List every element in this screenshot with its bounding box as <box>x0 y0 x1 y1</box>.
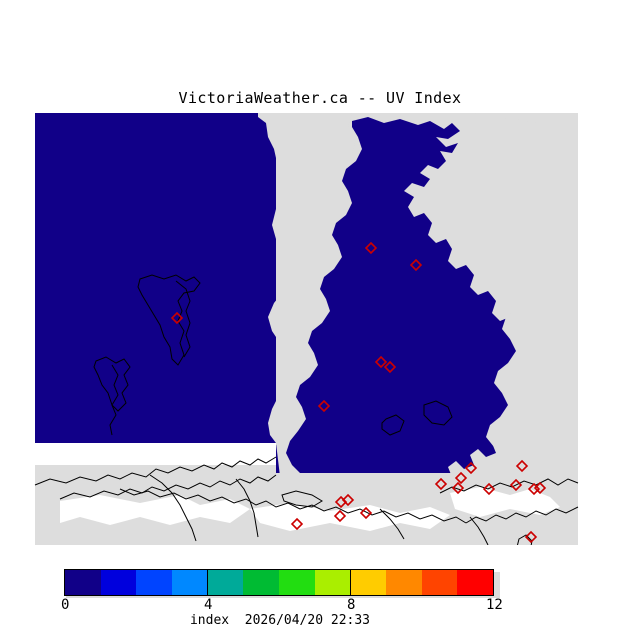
colorbar-segment-8 <box>350 570 387 595</box>
colorbar-segment-2 <box>136 570 173 595</box>
colorbar-label-0: 0 <box>61 597 70 613</box>
colorbar-tick-0 <box>64 569 65 596</box>
map-graphic <box>34 113 579 545</box>
colorbar-label-8: 8 <box>347 597 356 613</box>
colorbar-tick-8 <box>350 569 351 596</box>
colorbar-segment-9 <box>386 570 422 595</box>
colorbar-segment-0 <box>65 570 101 595</box>
colorbar: 0 4 8 12 index 2026/04/20 22:33 <box>60 566 503 628</box>
colorbar-label-4: 4 <box>204 597 213 613</box>
ocean-gap-band <box>35 443 276 465</box>
colorbar-caption: index 2026/04/20 22:33 <box>189 613 370 628</box>
station-markers[interactable] <box>170 241 547 544</box>
colorbar-tick-12 <box>493 569 494 596</box>
colorbar-segment-7 <box>314 570 351 595</box>
colorbar-gradient-strip <box>64 569 494 596</box>
page-title: VictoriaWeather.ca -- UV Index <box>178 89 462 107</box>
colorbar-segment-11 <box>457 570 494 595</box>
land-mask-overlay <box>258 113 578 545</box>
colorbar-label-12: 12 <box>486 597 503 613</box>
colorbar-segment-1 <box>100 570 137 595</box>
southern-landmass <box>35 473 578 545</box>
colorbar-segment-3 <box>172 570 208 595</box>
colorbar-segment-6 <box>279 570 315 595</box>
colorbar-tick-4 <box>207 569 208 596</box>
colorbar-segment-4 <box>207 570 244 595</box>
colorbar-segment-5 <box>243 570 280 595</box>
map-plot-area[interactable] <box>0 113 640 545</box>
colorbar-segment-10 <box>421 570 458 595</box>
